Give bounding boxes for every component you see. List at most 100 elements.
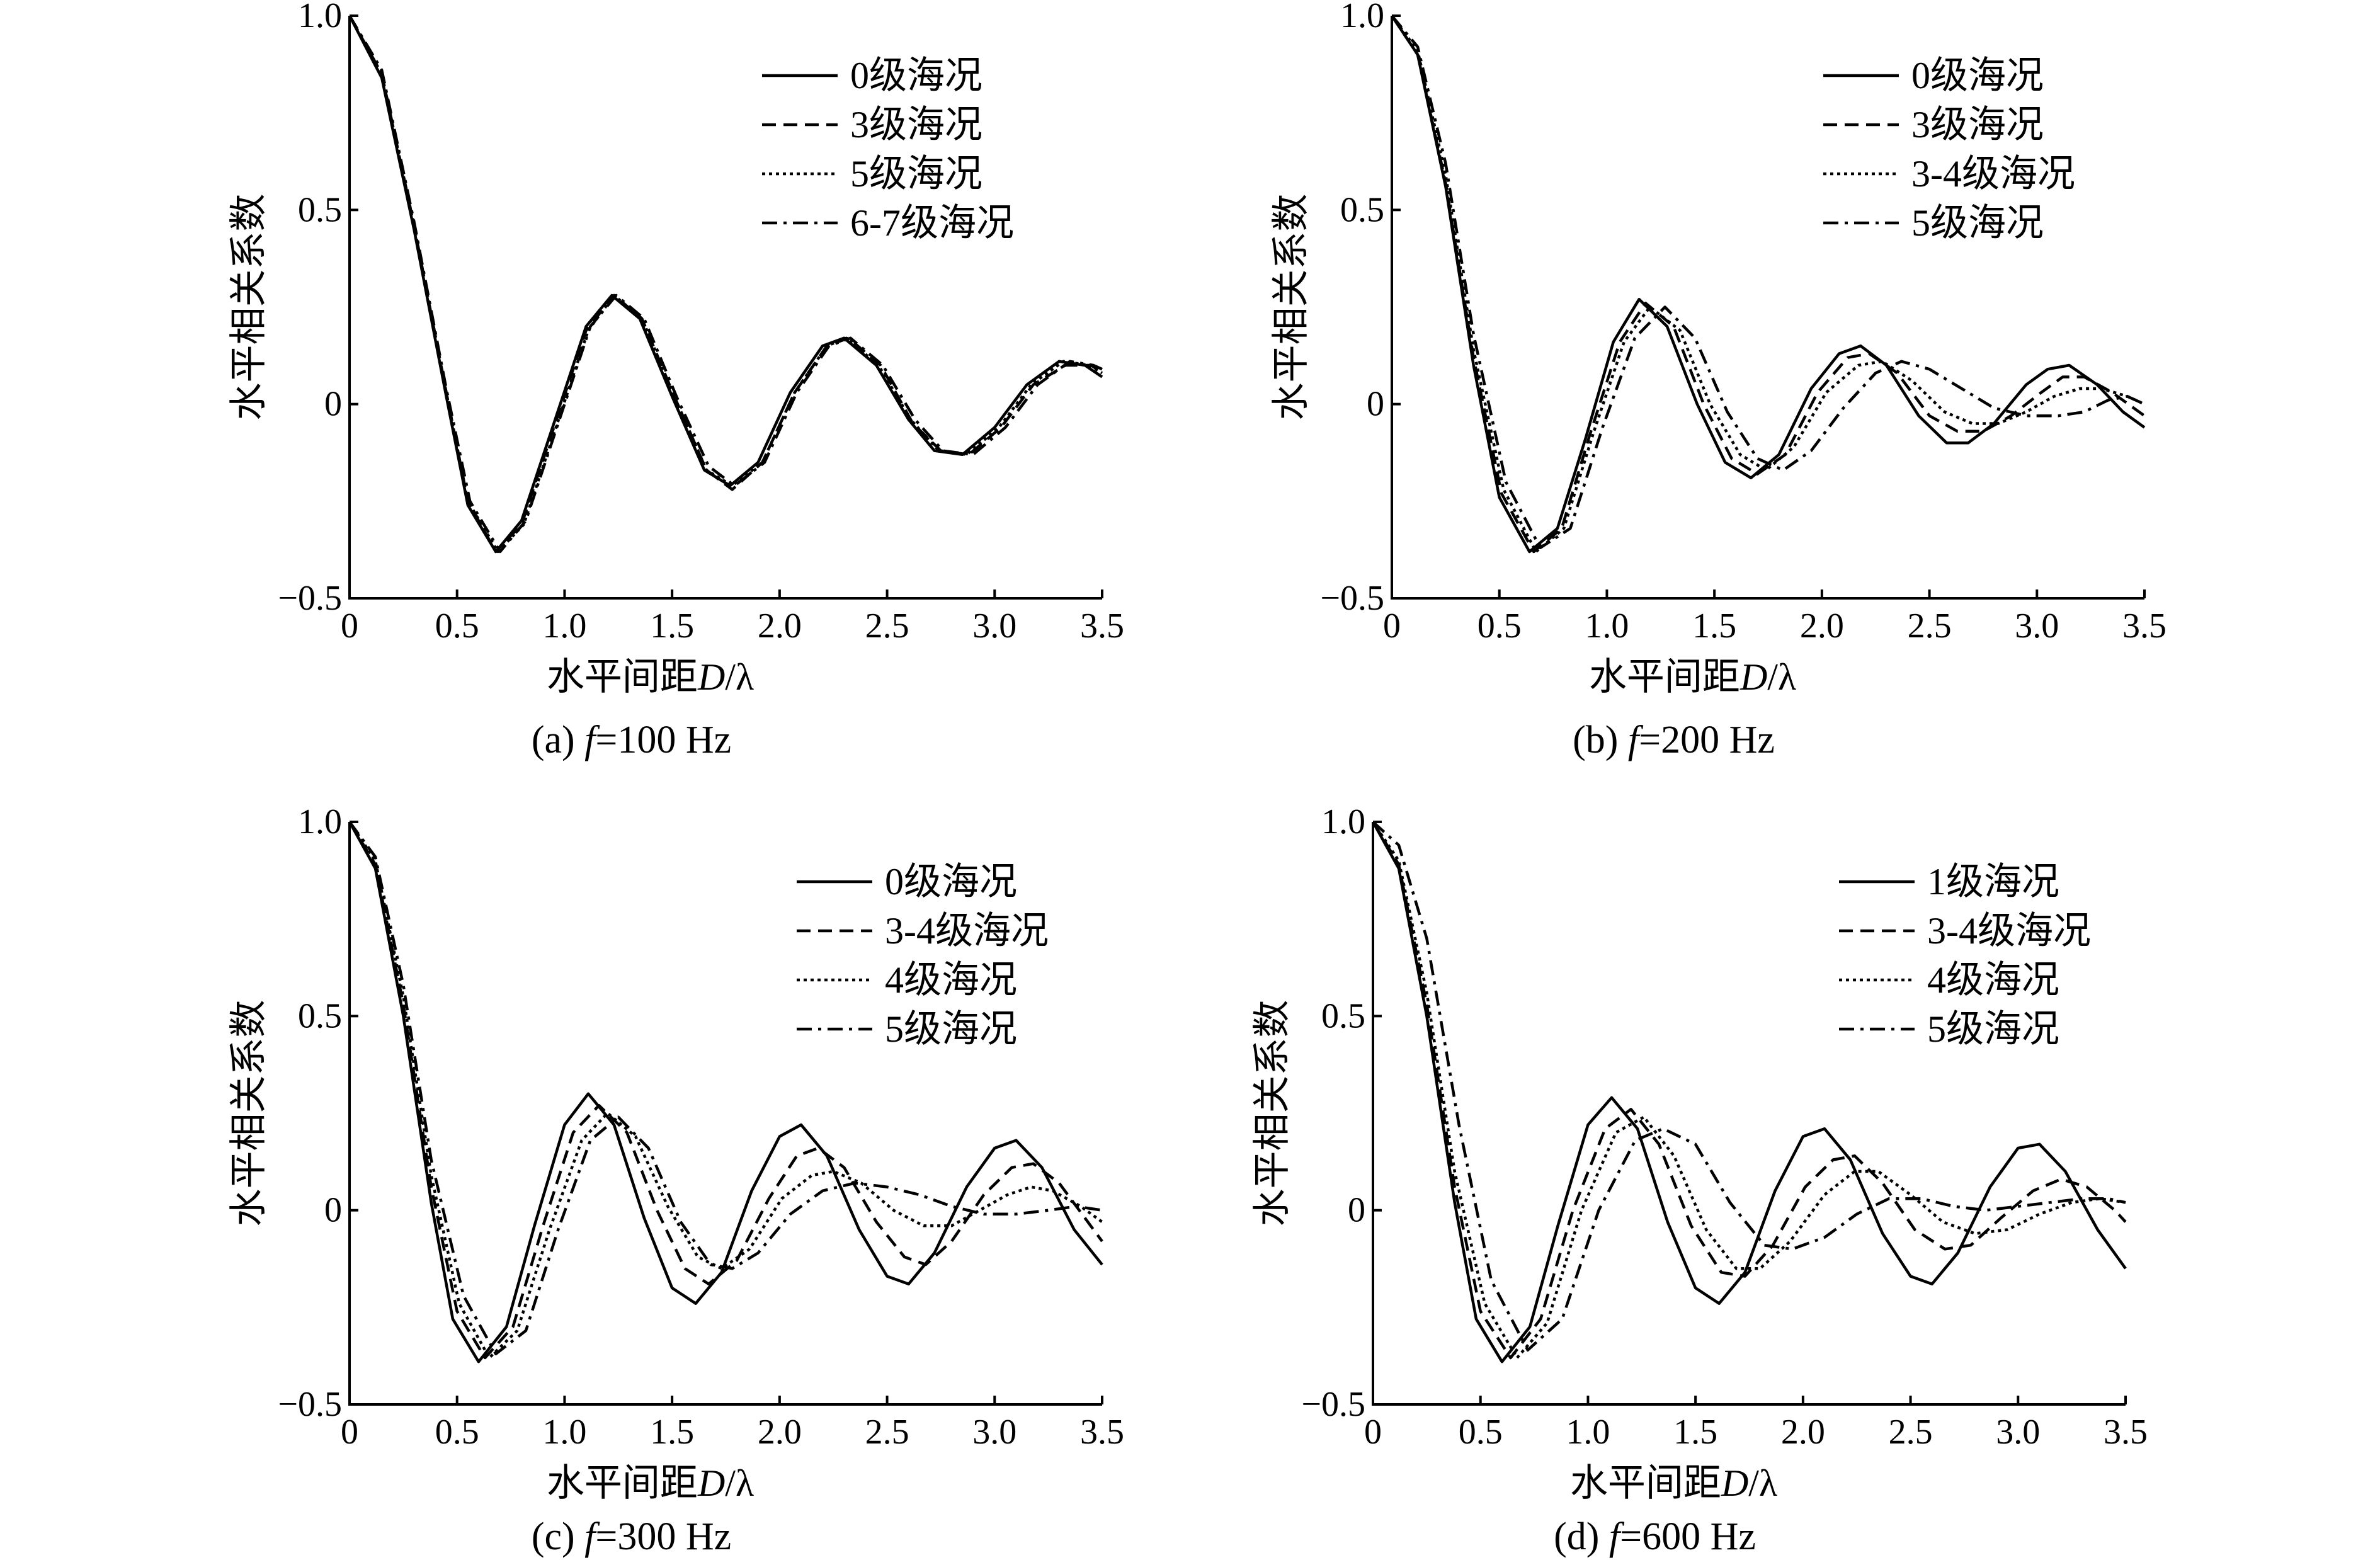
x-tick-label: 2.5: [1908, 606, 1952, 646]
y-tick-label: 0: [324, 1191, 342, 1230]
legend-label: 0级海况: [1911, 55, 2044, 96]
legend-label: 5级海况: [1911, 202, 2044, 244]
y-tick-label: −0.5: [1301, 1385, 1365, 1424]
x-axis-label: 水平间距D/λ: [547, 1462, 754, 1504]
x-tick-label: 2.5: [1889, 1413, 1933, 1452]
x-tick-label: 2.0: [1800, 606, 1844, 646]
series-line-2: [1372, 821, 2127, 1360]
legend-label: 5级海况: [850, 153, 982, 195]
x-tick-label: 3.0: [2015, 606, 2059, 646]
x-axis-label: 水平间距D/λ: [547, 656, 754, 698]
y-tick-label: −0.5: [278, 1385, 342, 1424]
x-tick-label: 1.0: [1585, 606, 1629, 646]
y-axis-label: 水平相关系数: [1251, 1000, 1293, 1227]
axis-frame: [1391, 16, 2144, 600]
x-tick-label: 0.5: [435, 1413, 479, 1452]
series-line-3: [348, 14, 1103, 554]
axis-frame: [1372, 822, 2126, 1406]
x-tick-label: 3.5: [2104, 1413, 2148, 1452]
x-tick-label: 0: [341, 1413, 358, 1452]
series-line-3: [1391, 14, 2145, 554]
x-axis-label: 水平间距D/λ: [1589, 656, 1796, 698]
x-tick-label: 3.5: [2122, 606, 2166, 646]
series-line-2: [348, 821, 1103, 1360]
y-axis-label: 水平相关系数: [1270, 194, 1312, 421]
series-line-4: [1372, 821, 2126, 1352]
x-tick-label: 2.0: [758, 606, 802, 646]
y-tick-label: 0: [324, 385, 342, 424]
series-line-1: [348, 821, 1103, 1364]
x-tick-label: 3.0: [972, 1413, 1016, 1452]
series-line-4: [1391, 14, 2145, 550]
x-tick-label: 1.0: [1566, 1413, 1610, 1452]
y-tick-label: 1.0: [298, 802, 342, 841]
legend-label: 3-4级海况: [1911, 153, 2075, 195]
x-tick-label: 0.5: [1478, 606, 1522, 646]
y-tick-label: 0: [1367, 385, 1384, 424]
x-tick-label: 3.5: [1080, 606, 1124, 646]
y-tick-label: −0.5: [278, 579, 342, 618]
y-tick-label: 0.5: [1321, 996, 1365, 1035]
y-tick-label: 1.0: [1321, 802, 1365, 841]
series-line-1: [1372, 821, 2127, 1364]
y-tick-label: 0.5: [1340, 190, 1384, 229]
x-tick-label: 1.5: [1673, 1413, 1717, 1452]
x-tick-label: 1.0: [542, 606, 586, 646]
panel-caption: (a) f=100 Hz: [532, 719, 731, 761]
panel-a: −0.500.51.00 0.5 1.0 1.5 2.0 2.5 3.0 3.5水平相关系数水…: [228, 0, 1124, 761]
x-tick-label: 1.0: [542, 1413, 586, 1452]
x-tick-label: 0.5: [1459, 1413, 1503, 1452]
legend-label: 3级海况: [1911, 104, 2044, 145]
legend: 0级海况 3级海况 3-4级海况 5级海况: [1823, 55, 2075, 244]
axis-frame: [348, 16, 1102, 600]
y-tick-label: 0.5: [298, 996, 342, 1035]
x-axis-label: 水平间距D/λ: [1570, 1462, 1777, 1504]
series-line-3: [1372, 821, 2126, 1360]
panel-caption: (d) f=600 Hz: [1554, 1515, 1756, 1558]
legend: 0级海况 3-4级海况 4级海况 5级海况: [797, 861, 1049, 1050]
legend-label: 3-4级海况: [1927, 910, 2091, 952]
x-tick-label: 1.5: [650, 606, 694, 646]
series-line-4: [348, 821, 1103, 1356]
y-tick-label: 1.0: [1340, 0, 1384, 35]
legend: 0级海况 3级海况 5级海况 6-7级海况: [762, 55, 1014, 244]
x-tick-label: 0.5: [435, 606, 479, 646]
x-tick-label: 2.0: [758, 1413, 802, 1452]
legend-label: 3-4级海况: [885, 910, 1049, 952]
legend-label: 6-7级海况: [850, 202, 1014, 244]
panel-b: −0.500.51.00 0.5 1.0 1.5 2.0 2.5 3.0 3.5水平相关系数水…: [1270, 0, 2166, 761]
legend-label: 0级海况: [885, 861, 1017, 902]
series-line-4: [348, 14, 1103, 554]
y-tick-label: 0.5: [298, 190, 342, 229]
x-tick-label: 1.5: [1692, 606, 1736, 646]
series-line-1: [1391, 14, 2146, 554]
legend-label: 5级海况: [885, 1008, 1017, 1050]
legend-label: 5级海况: [1927, 1008, 2059, 1050]
y-axis-label: 水平相关系数: [228, 1000, 270, 1227]
legend: 1级海况 3-4级海况 4级海况 5级海况: [1839, 861, 2091, 1050]
legend-label: 1级海况: [1927, 861, 2059, 902]
legend-label: 0级海况: [850, 55, 982, 96]
x-tick-label: 0: [1364, 1413, 1382, 1452]
y-tick-label: 1.0: [298, 0, 342, 35]
panel-d: −0.500.51.00 0.5 1.0 1.5 2.0 2.5 3.0 3.5水平相关系数水…: [1251, 802, 2148, 1558]
panel-caption: (b) f=200 Hz: [1573, 719, 1775, 761]
y-tick-label: 0: [1348, 1191, 1365, 1230]
legend-label: 3级海况: [850, 104, 982, 145]
panel-caption: (c) f=300 Hz: [532, 1515, 731, 1558]
x-tick-label: 3.5: [1080, 1413, 1124, 1452]
legend-label: 4级海况: [885, 959, 1017, 1001]
x-tick-label: 0: [341, 606, 358, 646]
x-tick-label: 0: [1383, 606, 1401, 646]
x-tick-label: 3.0: [972, 606, 1016, 646]
x-tick-label: 1.5: [650, 1413, 694, 1452]
series-line-3: [348, 821, 1103, 1360]
x-tick-label: 3.0: [1996, 1413, 2040, 1452]
axis-frame: [348, 822, 1102, 1406]
legend-label: 4级海况: [1927, 959, 2059, 1001]
x-tick-label: 2.5: [865, 1413, 909, 1452]
x-tick-label: 2.0: [1781, 1413, 1825, 1452]
x-tick-label: 2.5: [865, 606, 909, 646]
y-tick-label: −0.5: [1320, 579, 1384, 618]
